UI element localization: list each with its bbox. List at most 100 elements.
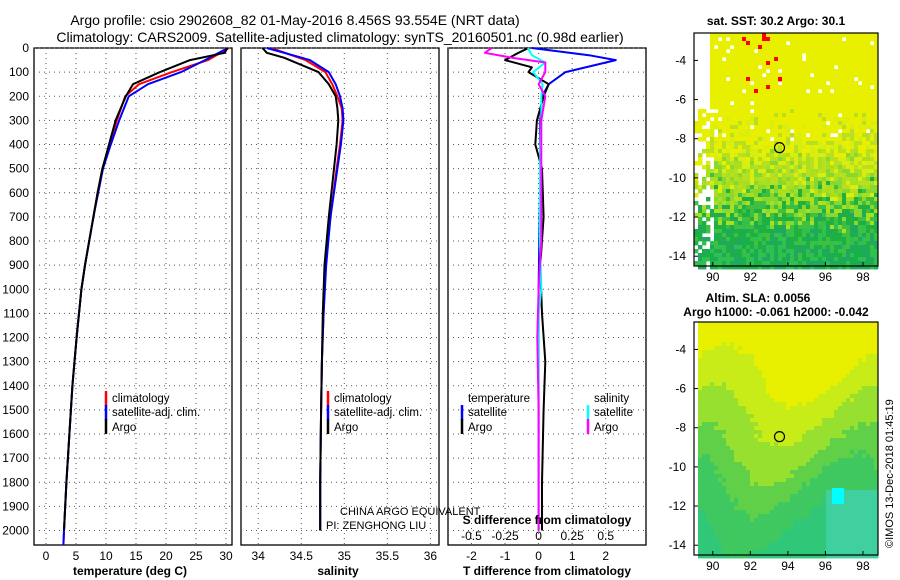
map-cell (810, 257, 815, 262)
map-cell (822, 89, 827, 94)
map-cell (862, 137, 867, 142)
argo-location-marker (773, 142, 786, 154)
map-cell (846, 161, 851, 166)
map-cell (770, 418, 775, 423)
map-cell (838, 61, 843, 66)
map-cell (806, 514, 811, 519)
map-cell (714, 378, 719, 383)
map-cell (746, 402, 751, 407)
map-cell (846, 253, 851, 258)
map-cell (822, 157, 827, 162)
map-cell (778, 233, 783, 238)
map-cell (814, 217, 819, 222)
map-cell (790, 398, 795, 403)
map-cell (830, 426, 835, 431)
map-cell (782, 326, 787, 331)
map-cell (834, 45, 839, 50)
map-cell (786, 109, 791, 114)
map-cell (730, 149, 735, 154)
map-cell (830, 73, 835, 78)
map-cell (866, 410, 871, 415)
map-cell (750, 201, 755, 206)
map-cell (726, 257, 731, 262)
map-cell (758, 265, 763, 270)
map-cell (810, 490, 815, 495)
map-cell (850, 49, 855, 54)
map-cell (830, 338, 835, 343)
map-cell (742, 462, 747, 467)
map-cell (738, 442, 743, 447)
map-cell (794, 366, 799, 371)
map-cell (766, 177, 771, 182)
map-cell (826, 490, 831, 495)
map-cell (742, 370, 747, 375)
map-cell (798, 245, 803, 250)
map-cell (794, 165, 799, 170)
map-cell (842, 133, 847, 138)
map-cell (758, 61, 763, 66)
map-cell (710, 69, 715, 74)
map-cell (746, 390, 751, 395)
map-cell (802, 133, 807, 138)
map-cell (718, 346, 723, 351)
map-cell (802, 177, 807, 182)
map-cell (702, 406, 707, 411)
map-cell (858, 478, 863, 483)
map-cell (782, 253, 787, 258)
map-cell (838, 233, 843, 238)
map-cell (730, 366, 735, 371)
map-cell (854, 498, 859, 503)
map-cell (722, 201, 727, 206)
map-cell (838, 157, 843, 162)
map-cell (722, 350, 727, 355)
map-cell (826, 153, 831, 158)
map-cell (830, 438, 835, 443)
map-cell (810, 406, 815, 411)
map-cell (866, 169, 871, 174)
map-cell (830, 446, 835, 451)
map-cell (786, 442, 791, 447)
map-cell (762, 494, 767, 499)
map-cell (802, 113, 807, 118)
map-cell (866, 137, 871, 142)
map-cell (798, 326, 803, 331)
map-cell (754, 33, 759, 38)
map-cell (754, 37, 759, 42)
map-cell (738, 482, 743, 487)
map-cell (794, 430, 799, 435)
map-cell (718, 109, 723, 114)
map-cell (714, 121, 719, 126)
map-cell (694, 121, 699, 126)
map-cell (702, 474, 707, 479)
map-cell (722, 89, 727, 94)
map-cell (722, 169, 727, 174)
map-cell (802, 77, 807, 82)
map-cell (702, 137, 707, 142)
map-cell (810, 241, 815, 246)
map-cell (766, 193, 771, 198)
map-cell (846, 129, 851, 134)
map-cell (782, 61, 787, 66)
map-cell (774, 418, 779, 423)
map-cell (846, 390, 851, 395)
map-cell (758, 181, 763, 186)
x-tick-label: -1 (500, 549, 511, 563)
map-cell (830, 65, 835, 70)
map-cell (726, 109, 731, 114)
map-cell (810, 470, 815, 475)
map-cell (822, 322, 827, 327)
map-cell (718, 378, 723, 383)
map-cell (778, 394, 783, 399)
map-cell (750, 494, 755, 499)
map-cell (754, 45, 759, 50)
map-cell (742, 434, 747, 439)
map-cell (822, 506, 827, 511)
map-cell (802, 438, 807, 443)
map-cell (790, 169, 795, 174)
map-cell (818, 93, 823, 98)
map-cell (750, 237, 755, 242)
map-cell (746, 386, 751, 391)
map-cell (778, 201, 783, 206)
map-cell (814, 474, 819, 479)
map-cell (698, 225, 703, 230)
